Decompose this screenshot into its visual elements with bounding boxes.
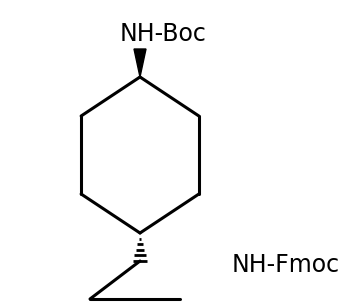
Text: NH-Fmoc: NH-Fmoc (232, 253, 338, 277)
Text: NH-Boc: NH-Boc (120, 22, 207, 46)
Polygon shape (134, 49, 146, 77)
